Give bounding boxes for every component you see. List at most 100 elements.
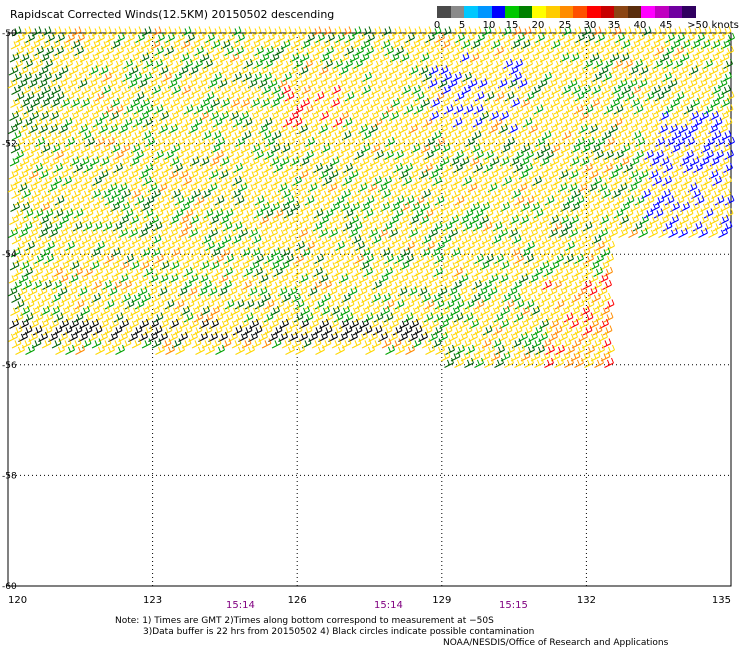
wind-barb (663, 58, 673, 69)
wind-barb (572, 279, 582, 290)
wind-barb (583, 58, 593, 69)
legend-swatch (518, 6, 533, 18)
wind-barb (163, 162, 173, 173)
wind-barb (503, 312, 514, 323)
wind-barb (492, 71, 502, 82)
wind-barb (482, 325, 493, 336)
wind-barb (162, 325, 173, 336)
wind-barb (312, 221, 323, 232)
wind-barb (635, 136, 645, 147)
wind-barb (433, 104, 444, 115)
wind-barb (424, 149, 434, 160)
wind-barb (154, 299, 165, 310)
wind-barb (575, 32, 585, 43)
wind-barb (12, 221, 23, 232)
wind-barb (134, 195, 145, 206)
wind-barb (313, 266, 323, 277)
wind-barb (234, 45, 244, 56)
wind-barb (523, 58, 533, 69)
wind-barb (45, 240, 55, 251)
wind-barb (692, 175, 702, 186)
wind-barb (678, 227, 688, 238)
wind-barb (643, 208, 654, 219)
wind-barb (362, 279, 372, 290)
wind-barb (44, 253, 54, 264)
legend-label: 15 (505, 20, 519, 31)
longitude-label: 123 (143, 595, 162, 606)
wind-barb (385, 240, 395, 251)
wind-barb (43, 162, 53, 173)
wind-barb (493, 312, 504, 323)
wind-barb (688, 227, 698, 238)
wind-barb (495, 136, 505, 147)
wind-barb (704, 149, 714, 160)
wind-barb (412, 221, 423, 232)
wind-barb (455, 344, 465, 355)
wind-barb (35, 240, 45, 251)
wind-barb (93, 104, 104, 115)
wind-barb (433, 208, 444, 219)
wind-barb (692, 117, 703, 128)
wind-barb (573, 266, 583, 277)
wind-barb (575, 240, 585, 251)
wind-barb (62, 175, 72, 186)
wind-barb (343, 312, 354, 323)
wind-barb (103, 266, 113, 277)
wind-barb (104, 195, 115, 206)
wind-barb (684, 45, 694, 56)
wind-barb (64, 45, 74, 56)
wind-barb (362, 175, 372, 186)
wind-barb (11, 234, 22, 245)
wind-barb (552, 279, 562, 290)
wind-barb (663, 104, 674, 115)
wind-barb (44, 45, 54, 56)
wind-barb (114, 253, 124, 264)
wind-barb (654, 45, 664, 56)
wind-barb (444, 253, 454, 264)
wind-barb (73, 162, 83, 173)
wind-barb (144, 45, 154, 56)
wind-barb (35, 32, 45, 43)
wind-barb (715, 32, 725, 43)
wind-barb (532, 71, 542, 82)
wind-barb (433, 266, 443, 277)
wind-barb (314, 299, 325, 310)
wind-barb (365, 32, 375, 43)
wind-barb (44, 195, 55, 206)
wind-barb (395, 136, 405, 147)
wind-barb (494, 149, 504, 160)
wind-barb (124, 91, 135, 102)
wind-barb (92, 325, 103, 336)
wind-barb (7, 78, 18, 89)
wind-barb (192, 71, 202, 82)
wind-barb (84, 91, 95, 102)
wind-barb (713, 104, 724, 115)
wind-barb (694, 91, 705, 102)
wind-barb (562, 221, 573, 232)
wind-barb (513, 266, 523, 277)
wind-barb (384, 91, 395, 102)
wind-barb (354, 91, 365, 102)
wind-barb (65, 240, 75, 251)
wind-barb (665, 136, 675, 147)
wind-barb (482, 221, 493, 232)
wind-barb (393, 104, 404, 115)
wind-barb (353, 266, 363, 277)
wind-barb (603, 58, 613, 69)
wind-barb (502, 71, 512, 82)
wind-barb (344, 299, 355, 310)
wind-barb (302, 279, 312, 290)
wind-barb (253, 104, 264, 115)
wind-barb (405, 240, 415, 251)
wind-barb (374, 45, 384, 56)
wind-barb (484, 253, 494, 264)
wind-barb (573, 104, 584, 115)
wind-barb (323, 266, 333, 277)
wind-barb (592, 279, 602, 290)
wind-barb (282, 279, 292, 290)
wind-barb (472, 279, 482, 290)
wind-barb (352, 175, 362, 186)
wind-barb (562, 175, 572, 186)
wind-barb (213, 266, 223, 277)
wind-barb (304, 195, 315, 206)
